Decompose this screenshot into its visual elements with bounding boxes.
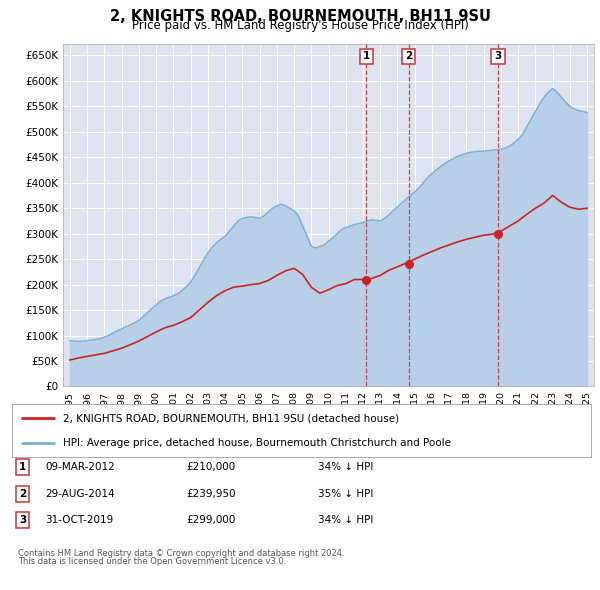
Text: 29-AUG-2014: 29-AUG-2014: [45, 489, 115, 499]
Text: 1: 1: [19, 463, 26, 472]
Text: 2: 2: [405, 51, 412, 61]
Text: 3: 3: [19, 516, 26, 525]
Text: HPI: Average price, detached house, Bournemouth Christchurch and Poole: HPI: Average price, detached house, Bour…: [63, 438, 451, 448]
Text: £210,000: £210,000: [186, 463, 235, 472]
Text: £299,000: £299,000: [186, 516, 235, 525]
Text: Price paid vs. HM Land Registry's House Price Index (HPI): Price paid vs. HM Land Registry's House …: [131, 19, 469, 32]
Text: 31-OCT-2019: 31-OCT-2019: [45, 516, 113, 525]
Text: £239,950: £239,950: [186, 489, 236, 499]
Text: 34% ↓ HPI: 34% ↓ HPI: [318, 463, 373, 472]
Text: 2, KNIGHTS ROAD, BOURNEMOUTH, BH11 9SU: 2, KNIGHTS ROAD, BOURNEMOUTH, BH11 9SU: [110, 9, 491, 24]
Text: This data is licensed under the Open Government Licence v3.0.: This data is licensed under the Open Gov…: [18, 558, 286, 566]
Text: 1: 1: [362, 51, 370, 61]
Text: 2: 2: [19, 489, 26, 499]
Text: 34% ↓ HPI: 34% ↓ HPI: [318, 516, 373, 525]
Text: 35% ↓ HPI: 35% ↓ HPI: [318, 489, 373, 499]
Text: 2, KNIGHTS ROAD, BOURNEMOUTH, BH11 9SU (detached house): 2, KNIGHTS ROAD, BOURNEMOUTH, BH11 9SU (…: [63, 414, 399, 424]
Text: Contains HM Land Registry data © Crown copyright and database right 2024.: Contains HM Land Registry data © Crown c…: [18, 549, 344, 558]
Text: 09-MAR-2012: 09-MAR-2012: [45, 463, 115, 472]
Text: 3: 3: [494, 51, 502, 61]
